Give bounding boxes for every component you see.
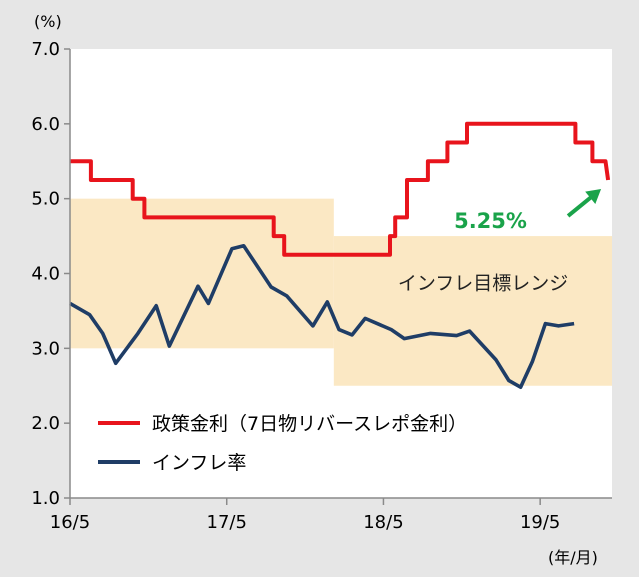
legend: 政策金利（7日物リバースレポ金利） インフレ率 [98, 413, 467, 474]
x-tick-label-0: 16/5 [50, 512, 90, 533]
y-tick-label-6: 7.0 [31, 39, 60, 60]
series-line-policy_rate [70, 121, 611, 257]
x-tick-label-2: 18/5 [363, 512, 403, 533]
y-tick-label-4: 5.0 [31, 189, 60, 210]
x-axis-unit: (年/月) [548, 548, 598, 567]
band-label-group: インフレ目標レンジ [398, 273, 568, 295]
y-axis-unit: (%) [34, 12, 62, 31]
legend-label-inflation: インフレ率 [152, 452, 246, 474]
annotation-label-0: 5.25% [454, 209, 527, 233]
y-tick-label-2: 3.0 [31, 338, 60, 359]
target-band-group [70, 198, 612, 386]
legend-label-policy-rate: 政策金利（7日物リバースレポ金利） [152, 413, 467, 435]
target-band-0 [70, 198, 334, 349]
target-band-1 [333, 236, 612, 386]
y-tick-label-3: 4.0 [31, 264, 60, 285]
x-tick-labels: 16/5 17/5 18/5 19/5 [50, 512, 561, 533]
x-tick-label-3: 19/5 [520, 512, 560, 533]
x-tick-label-1: 17/5 [207, 512, 247, 533]
y-tick-labels: 1.0 2.0 3.0 4.0 5.0 6.0 7.0 [31, 39, 60, 509]
y-tick-label-1: 2.0 [31, 413, 60, 434]
series-group [69, 121, 611, 389]
axes-group [64, 48, 612, 505]
annotation-group: 5.25% [454, 188, 602, 233]
series-line-inflation [69, 244, 575, 389]
band-label-1: インフレ目標レンジ [398, 273, 568, 295]
annotation-arrow-head-0 [585, 188, 602, 204]
y-tick-label-5: 6.0 [31, 114, 60, 135]
y-tick-label-0: 1.0 [31, 488, 60, 509]
